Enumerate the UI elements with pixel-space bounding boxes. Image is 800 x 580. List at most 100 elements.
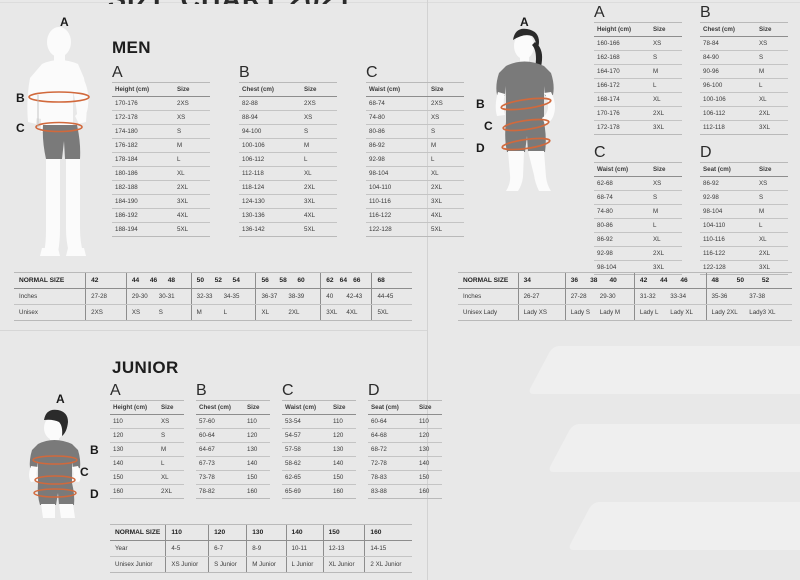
cell-value: L [223, 309, 228, 316]
normal-size-label: NORMAL SIZE [458, 272, 519, 289]
cell-value: M [196, 309, 202, 316]
table-cell: 118-124 [239, 180, 301, 195]
table-row: 164-170 M [594, 64, 682, 79]
table-cell: 178-184 [112, 152, 174, 167]
table-cell: 92-98 [594, 246, 650, 261]
size-value: 42 [639, 277, 648, 284]
table-row: 78-82 160 [196, 484, 270, 499]
table-cell: 120 [244, 428, 270, 443]
table-row: 80-86 L [594, 218, 682, 233]
women-tables-bottom: C Waist (cm) Size 62-68 XS 68-74 S 74-80 M 80-… [594, 144, 788, 275]
table-row: 65-69 160 [282, 484, 356, 499]
normal-size-group: 120 [208, 524, 247, 541]
normal-size-group: 50 52 54 [190, 272, 256, 289]
women-table-c-letter: C [594, 144, 606, 161]
table-cell: L [301, 152, 337, 167]
size-value: 46 [149, 277, 158, 284]
women-table-b: B Chest (cm) Size 78-84 XS 84-90 S 90-96 M 96-… [700, 4, 788, 135]
table-cell: 160 [330, 484, 356, 499]
cell-value: S [158, 309, 163, 316]
cell-value: 27-28 [91, 293, 107, 300]
cell-value: 37-38 [749, 293, 766, 300]
row-label: Inches [458, 288, 519, 305]
men-table-a: A Height (cm) Size 170-176 2XS 172-178 XS 17… [112, 64, 210, 237]
table-row: 57-58 130 [282, 442, 356, 457]
table-cell: 64-68 [368, 428, 416, 443]
col-header: Waist (cm) [282, 400, 330, 415]
table-cell: 112-118 [239, 166, 301, 181]
men-figure: A B C [14, 12, 114, 270]
table-cell: 140 [244, 456, 270, 471]
table-row: 96-100 L [700, 78, 788, 93]
col-header: Chest (cm) [196, 400, 244, 415]
normal-size-cell: 8-9 [246, 540, 287, 557]
col-header: Size [174, 82, 210, 97]
men-waist-table: Waist (cm) Size 68-74 2XS 74-80 XS 80-86 S 86-… [366, 82, 464, 237]
table-row: 170-176 2XS [112, 96, 210, 111]
junior-table-b-letter: B [196, 382, 207, 399]
col-header: Size [428, 82, 464, 97]
table-cell: 166-172 [594, 78, 650, 93]
junior-waist-table: Waist (cm) Size 53-54 110 54-57 120 57-58 130… [282, 400, 356, 499]
col-header: Chest (cm) [700, 22, 756, 37]
junior-normal-size-table: NORMAL SIZE 110 120 130 140 150 160 Year 4-5 6-7 8… [110, 524, 412, 573]
table-row: Unisex Lady Lady XS Lady S Lady M Lady L Lady… [458, 304, 792, 321]
junior-table-c-letter: C [282, 382, 294, 399]
cell-value: M Junior [252, 561, 276, 568]
table-cell: 74-80 [594, 204, 650, 219]
table-cell: 2XL [756, 246, 788, 261]
table-row: 172-178 XS [112, 110, 210, 125]
table-cell: 92-98 [700, 190, 756, 205]
table-cell: 140 [330, 456, 356, 471]
table-cell: 3XL [301, 194, 337, 209]
table-row: 182-188 2XL [112, 180, 210, 195]
table-row: 160 2XL [110, 484, 184, 499]
junior-table-d: D Seat (cm) Size 60-64 110 64-68 120 68-72 13… [368, 382, 442, 499]
table-cell: 150 [330, 470, 356, 485]
cell-value: 8-9 [252, 545, 262, 552]
table-row: 120 S [110, 428, 184, 443]
normal-size-cell: 10-11 [285, 540, 324, 557]
table-cell: 65-69 [282, 484, 330, 499]
normal-size-group: 68 [371, 272, 412, 289]
table-cell: L [756, 218, 788, 233]
junior-figure: A B C D [24, 392, 120, 520]
women-figure: A B C D [472, 12, 582, 192]
table-row: 86-92 M [366, 138, 464, 153]
size-value: 34 [523, 277, 531, 284]
men-table-c-letter: C [366, 64, 378, 81]
normal-size-group: 48 50 52 [705, 272, 792, 289]
size-value: 64 [339, 277, 348, 284]
table-cell: XL [650, 232, 682, 247]
table-row: 110-116 XL [700, 232, 788, 247]
table-row: 83-88 160 [368, 484, 442, 499]
table-cell: XS [650, 36, 682, 51]
women-height-table: Height (cm) Size 160-166 XS 162-168 S 164-17… [594, 22, 682, 135]
normal-size-group: 56 58 60 [255, 272, 321, 289]
cell-value: 14-15 [370, 545, 387, 552]
women-table-b-letter: B [700, 4, 711, 21]
size-value: 52 [761, 277, 770, 284]
table-row: 160-166 XS [594, 36, 682, 51]
men-normal-size-table: NORMAL SIZE 42 44 46 48 50 52 54 56 58 60 62 64 66 68 I… [14, 272, 412, 321]
table-row: 122-128 5XL [366, 222, 464, 237]
table-cell: S [756, 50, 788, 65]
cell-value: XL [261, 309, 270, 316]
cell-value: Lady XS [523, 309, 547, 316]
table-cell: 98-104 [700, 204, 756, 219]
junior-table-b: B Chest (cm) Size 57-60 110 60-64 120 64-67 1… [196, 382, 270, 499]
table-row: Year 4-5 6-7 8-9 10-11 12-13 14-15 [110, 540, 412, 557]
size-value: 48 [167, 277, 176, 284]
table-cell: 120 [416, 428, 442, 443]
table-row: 86-92 XL [594, 232, 682, 247]
normal-size-cell: 36-37 38-39 [255, 288, 321, 305]
normal-size-cell: 27-28 [85, 288, 127, 305]
table-cell: 53-54 [282, 414, 330, 429]
cell-value: 2XL [288, 309, 300, 316]
table-row: 62-65 150 [282, 470, 356, 485]
table-cell: 180-186 [112, 166, 174, 181]
table-cell: 3XL [428, 194, 464, 209]
table-cell: 4XL [301, 208, 337, 223]
size-value: 52 [214, 277, 222, 284]
table-cell: 73-78 [196, 470, 244, 485]
